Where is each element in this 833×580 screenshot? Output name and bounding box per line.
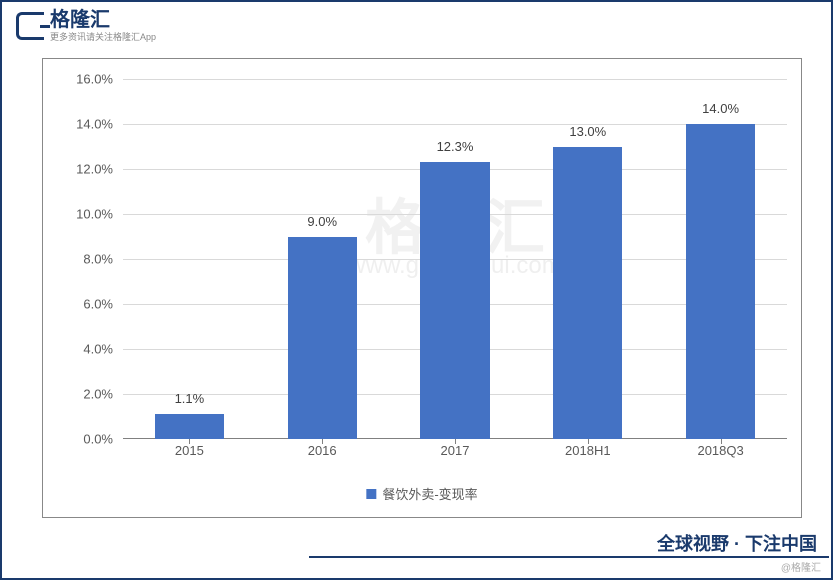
footer-text: 全球视野 · 下注中国 bbox=[649, 530, 817, 556]
y-tick-label: 12.0% bbox=[76, 162, 113, 177]
y-axis: 0.0%2.0%4.0%6.0%8.0%10.0%12.0%14.0%16.0% bbox=[43, 79, 121, 439]
y-tick-label: 16.0% bbox=[76, 72, 113, 87]
y-tick-label: 10.0% bbox=[76, 207, 113, 222]
y-tick-label: 2.0% bbox=[83, 387, 113, 402]
legend-label: 餐饮外卖-变现率 bbox=[382, 484, 477, 503]
bar-value-label: 9.0% bbox=[307, 214, 337, 229]
bar bbox=[288, 237, 357, 440]
y-tick-label: 0.0% bbox=[83, 432, 113, 447]
chart-frame: 0.0% 2.0% 4.0% 6.0% 8.0% 10.0% 12.0% 14.0% 16.0%… bbox=[42, 58, 802, 518]
bar bbox=[420, 162, 489, 439]
logo-icon bbox=[16, 12, 44, 40]
brand-header: 格隆汇 更多资讯请关注格隆汇App bbox=[16, 10, 156, 42]
x-tick-label: 2016 bbox=[308, 443, 337, 458]
bar-value-label: 12.3% bbox=[437, 139, 474, 154]
x-tick-label: 2015 bbox=[175, 443, 204, 458]
bar bbox=[686, 124, 755, 439]
x-tick-label: 2018H1 bbox=[565, 443, 611, 458]
gridline bbox=[123, 79, 787, 80]
logo-text: 格隆汇 bbox=[50, 10, 156, 30]
legend-swatch bbox=[366, 489, 376, 499]
bar bbox=[155, 414, 224, 439]
y-tick-label: 8.0% bbox=[83, 252, 113, 267]
y-tick-label: 6.0% bbox=[83, 297, 113, 312]
footer-line bbox=[309, 556, 829, 558]
bar-value-label: 14.0% bbox=[702, 101, 739, 116]
footer-handle: @格隆汇 bbox=[781, 559, 821, 574]
x-tick-label: 2018Q3 bbox=[697, 443, 743, 458]
y-tick-label: 4.0% bbox=[83, 342, 113, 357]
chart-legend: 餐饮外卖-变现率 bbox=[366, 484, 477, 503]
page-frame: 格隆汇 更多资讯请关注格隆汇App 0.0% 2.0% 4.0% 6.0% 8.0% 10… bbox=[0, 0, 833, 580]
bar bbox=[553, 147, 622, 440]
x-tick-label: 2017 bbox=[441, 443, 470, 458]
bar-value-label: 1.1% bbox=[175, 391, 205, 406]
plot-area: 格隆汇 www.gelonghui.com 1.1%9.0%12.3%13.0%… bbox=[123, 79, 787, 439]
y-tick-label: 14.0% bbox=[76, 117, 113, 132]
logo-subtitle: 更多资讯请关注格隆汇App bbox=[50, 32, 156, 42]
bar-value-label: 13.0% bbox=[569, 124, 606, 139]
